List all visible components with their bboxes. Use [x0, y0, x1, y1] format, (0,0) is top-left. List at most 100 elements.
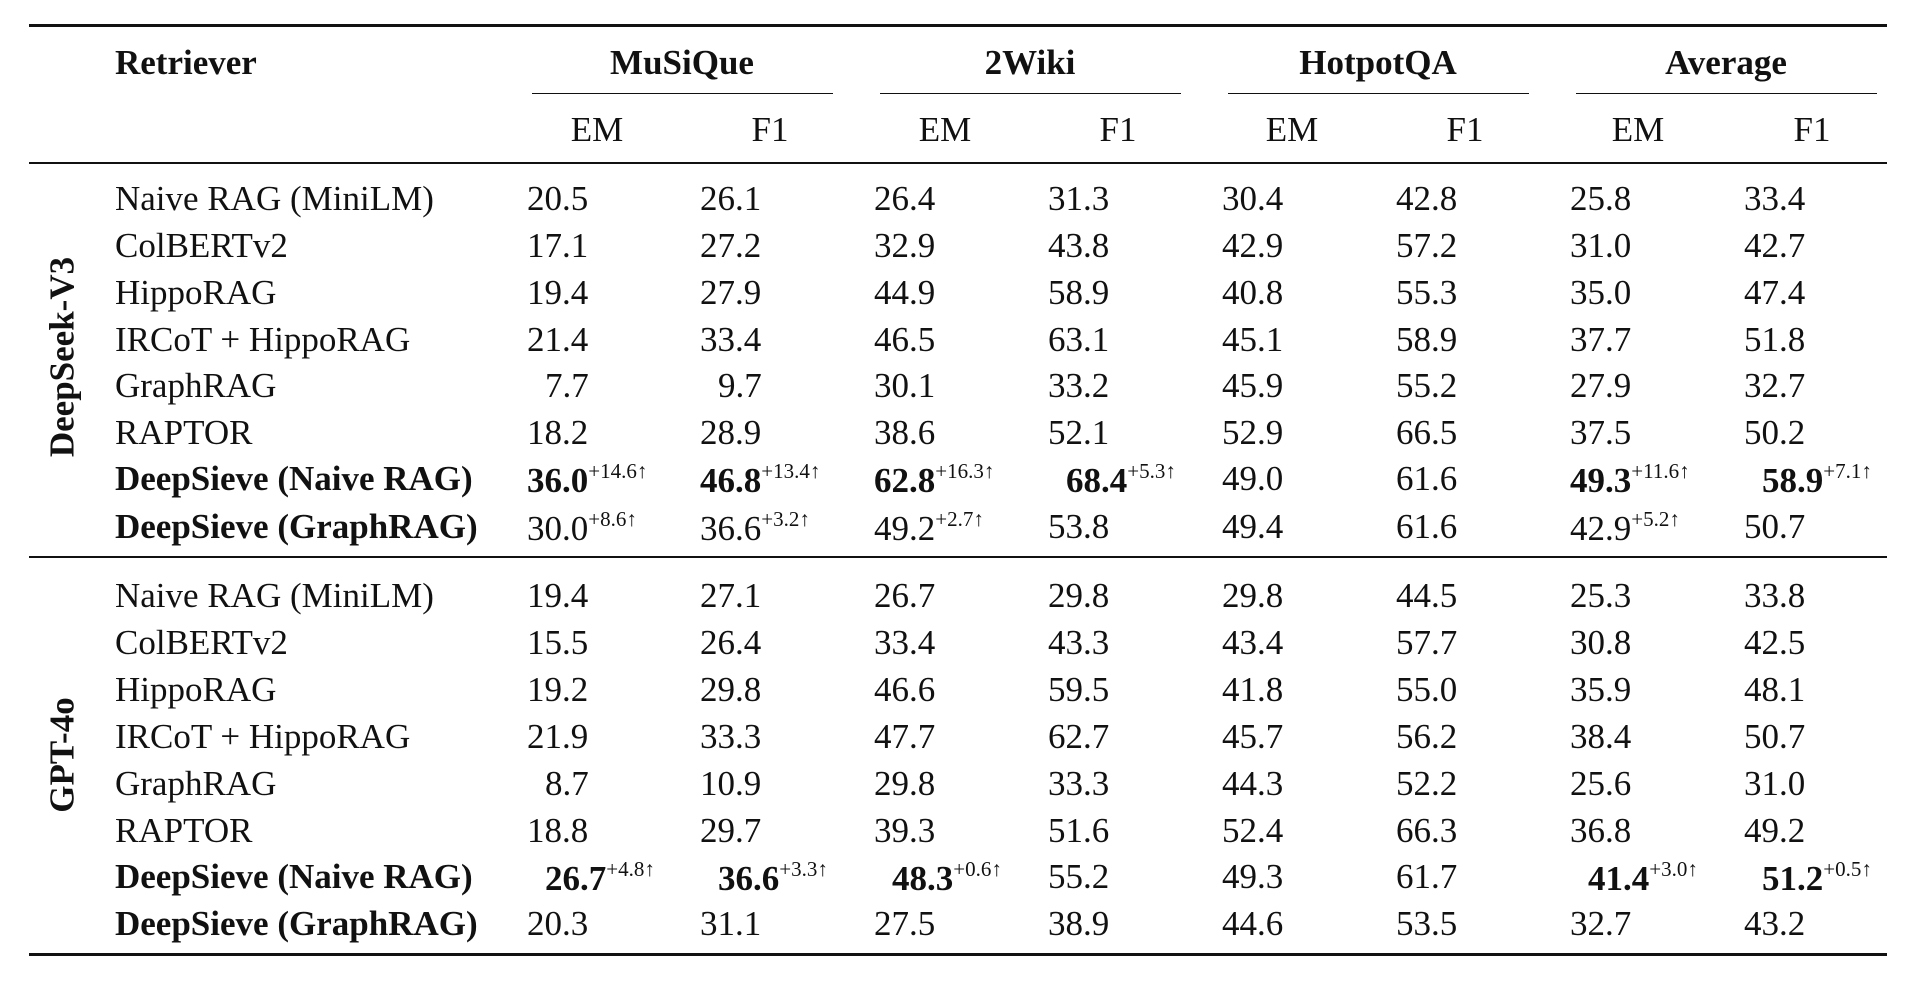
table-cell: 49.3+11.6↑ [1570, 461, 1690, 499]
table-cell: 35.0 [1570, 275, 1631, 310]
cell-value: 57.7 [1396, 623, 1458, 662]
cell-value: 42.8 [1396, 179, 1458, 218]
table-cell: 31.1 [700, 906, 761, 941]
table-cell: 41.8 [1222, 672, 1283, 707]
cell-value: 32.7 [1744, 366, 1806, 405]
table-cell: 21.9 [527, 719, 588, 754]
cell-value: 33.4 [1744, 179, 1806, 218]
dataset-header-hotpotqa: HotpotQA [1299, 43, 1457, 82]
table-cell: 36.8 [1570, 813, 1631, 848]
cell-value: 33.4 [874, 623, 936, 662]
row-label: RAPTOR [115, 811, 253, 850]
row-label: DeepSieve (Naive RAG) [115, 459, 473, 498]
table-cell: 19.4 [527, 275, 588, 310]
cell-delta: +0.5↑ [1823, 857, 1872, 881]
cell-value: 45.9 [1222, 366, 1284, 405]
table-cell: 29.8 [1048, 578, 1109, 613]
cell-value: 49.2 [1744, 811, 1806, 850]
cell-value: 45.1 [1222, 320, 1284, 359]
table-cell: 36.6+3.2↑ [700, 509, 810, 548]
cell-value: 49.0 [1222, 459, 1284, 498]
cell-value: 35.0 [1570, 273, 1632, 312]
table-cell: 45.1 [1222, 322, 1283, 357]
cell-value: 44.5 [1396, 576, 1458, 615]
cell-value: 29.8 [1048, 576, 1110, 615]
dataset-header-average: Average [1665, 43, 1787, 82]
cell-value: 19.4 [527, 273, 589, 312]
cell-delta: +3.0↑ [1649, 857, 1698, 881]
cell-value: 37.7 [1570, 320, 1632, 359]
cell-value: 55.3 [1396, 273, 1458, 312]
table-cell: 7.7 [545, 368, 589, 403]
metric-header-em: EM [1265, 110, 1319, 149]
table-cell: 38.4 [1570, 719, 1631, 754]
header-rule [29, 162, 1887, 164]
cell-value: 41.8 [1222, 670, 1284, 709]
table-cell: 35.9 [1570, 672, 1631, 707]
cell-value: 36.8 [1570, 811, 1632, 850]
cell-value: 42.9 [1222, 226, 1284, 265]
row-label: GraphRAG [115, 366, 277, 405]
row-label: GraphRAG [115, 764, 277, 803]
row-label: DeepSieve (GraphRAG) [115, 507, 478, 546]
top-rule [29, 24, 1887, 27]
cell-value: 30.4 [1222, 179, 1284, 218]
cell-value: 52.2 [1396, 764, 1458, 803]
table-cell: 58.9+7.1↑ [1762, 461, 1872, 499]
table-cell: 48.3+0.6↑ [892, 859, 1002, 898]
cmidrule-hotpotqa [1228, 93, 1529, 94]
table-cell: 29.7 [700, 813, 761, 848]
cell-value: 25.8 [1570, 179, 1632, 218]
table-cell: 53.5 [1396, 906, 1457, 941]
cell-value: 46.5 [874, 320, 936, 359]
metric-header-f1: F1 [1793, 110, 1831, 149]
cell-value: 39.3 [874, 811, 936, 850]
cell-value: 19.2 [527, 670, 589, 709]
cell-value: 43.3 [1048, 623, 1110, 662]
cell-value: 21.9 [527, 717, 589, 756]
table-cell: 37.5 [1570, 415, 1631, 450]
cell-value: 27.5 [874, 904, 936, 943]
cell-value: 48.1 [1744, 670, 1806, 709]
table-cell: 49.2+2.7↑ [874, 509, 984, 548]
cell-value: 33.3 [700, 717, 762, 756]
table-cell: 30.4 [1222, 181, 1283, 216]
table-cell: 52.9 [1222, 415, 1283, 450]
table-cell: 49.2 [1744, 813, 1805, 848]
table-cell: 48.1 [1744, 672, 1805, 707]
cell-value: 48.3 [892, 859, 954, 898]
table-cell: 38.9 [1048, 906, 1109, 941]
table-cell: 21.4 [527, 322, 588, 357]
cell-value: 31.3 [1048, 179, 1110, 218]
cell-value: 49.2 [874, 509, 936, 548]
metric-header-em: EM [918, 110, 972, 149]
metric-header-em: EM [1611, 110, 1665, 149]
cell-value: 47.4 [1744, 273, 1806, 312]
cell-value: 41.4 [1588, 859, 1650, 898]
cell-value: 51.2 [1762, 859, 1824, 898]
table-cell: 29.8 [1222, 578, 1283, 613]
cell-value: 30.8 [1570, 623, 1632, 662]
cell-value: 29.8 [700, 670, 762, 709]
cmidrule-average [1576, 93, 1877, 94]
cell-value: 36.6 [700, 509, 762, 548]
table-cell: 26.7 [874, 578, 935, 613]
row-label: HippoRAG [115, 273, 277, 312]
cell-value: 43.2 [1744, 904, 1806, 943]
cell-value: 46.8 [700, 461, 762, 500]
table-cell: 55.2 [1396, 368, 1457, 403]
table-cell: 42.9 [1222, 228, 1283, 263]
table-cell: 50.7 [1744, 509, 1805, 544]
table-cell: 59.5 [1048, 672, 1109, 707]
table-cell: 51.2+0.5↑ [1762, 857, 1872, 898]
cell-value: 27.9 [1570, 366, 1632, 405]
group-label-gpt-4o: GPT-4o [42, 697, 82, 813]
row-label: ColBERTv2 [115, 623, 288, 662]
table-cell: 32.7 [1744, 368, 1805, 403]
table-cell: 25.3 [1570, 578, 1631, 613]
table-cell: 55.2 [1048, 859, 1109, 894]
cell-value: 30.1 [874, 366, 936, 405]
cell-value: 33.4 [700, 320, 762, 359]
row-label: DeepSieve (Naive RAG) [115, 857, 473, 896]
table-cell: 38.6 [874, 415, 935, 450]
